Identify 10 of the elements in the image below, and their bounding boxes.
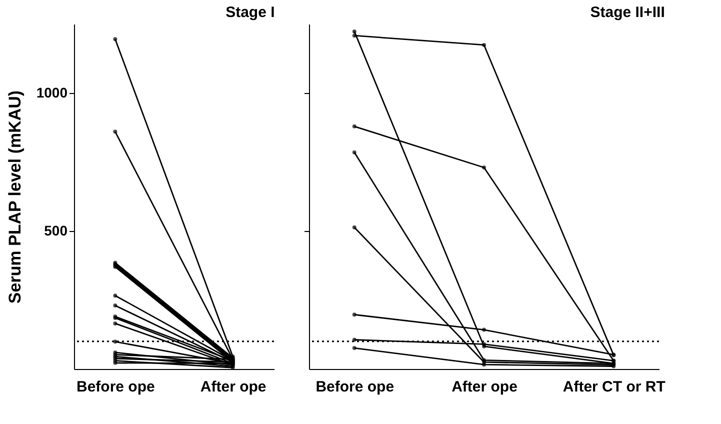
y-tick-label: 500 (44, 222, 68, 238)
chart-title: Stage I (226, 4, 275, 21)
x-tick-label: After ope (452, 378, 518, 396)
y-tick-label: 1000 (36, 84, 68, 100)
y-axis-title: Serum PLAP level (mKAU) (5, 90, 24, 304)
x-tick-label: After CT or RT (562, 378, 666, 396)
chart-title: Stage II+III (590, 4, 665, 21)
x-tick-label: Before ope (316, 378, 394, 396)
x-tick-label: After ope (200, 378, 266, 396)
x-tick-label: Before ope (76, 378, 155, 396)
